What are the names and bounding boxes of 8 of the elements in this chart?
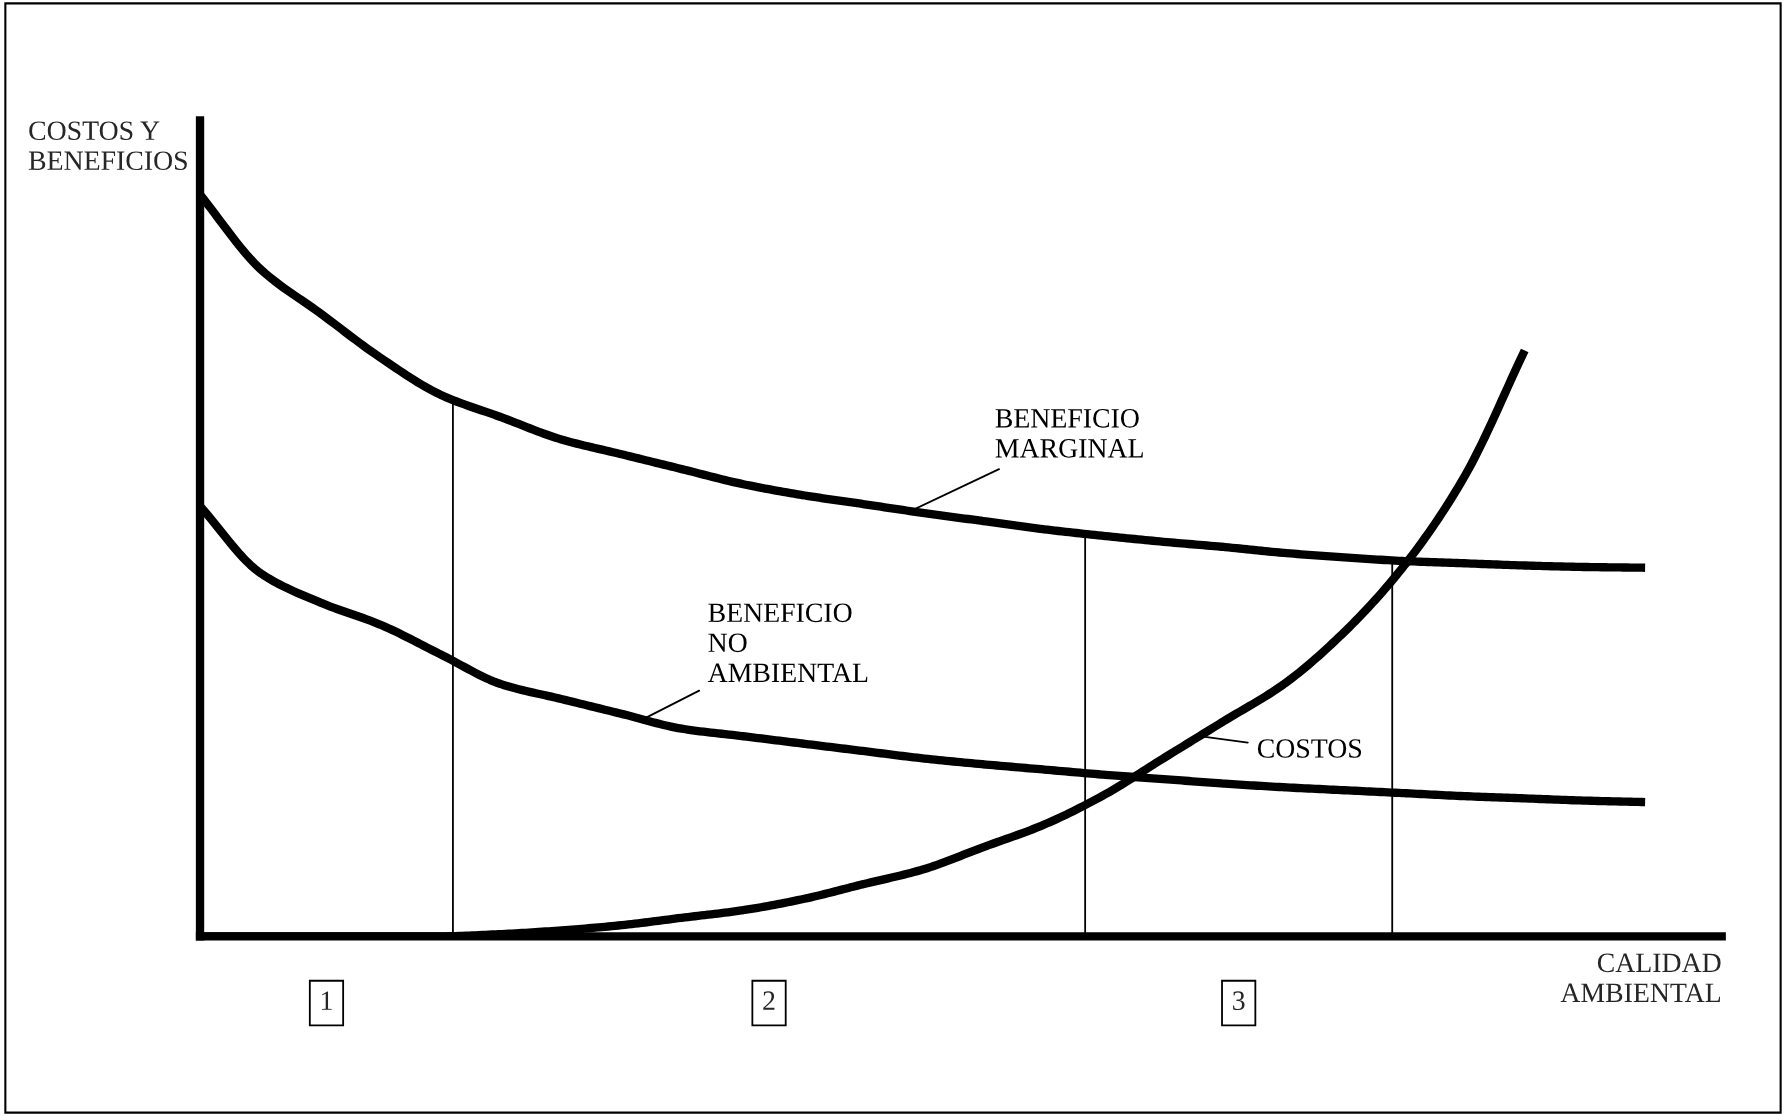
y-axis-title: COSTOS Y BENEFICIOS [28, 121, 187, 171]
text: 1 [321, 991, 332, 1010]
legend-label: COSTOS [1257, 739, 1362, 758]
text: 2 [763, 991, 775, 1010]
text: BENEFICIO MARGINAL [995, 409, 1143, 458]
x-axis-title: CALIDAD AMBIENTAL [1560, 953, 1721, 1003]
text: 3 [1233, 991, 1245, 1011]
series-label: BENEFICIO NO AMBIENTAL [707, 603, 868, 682]
